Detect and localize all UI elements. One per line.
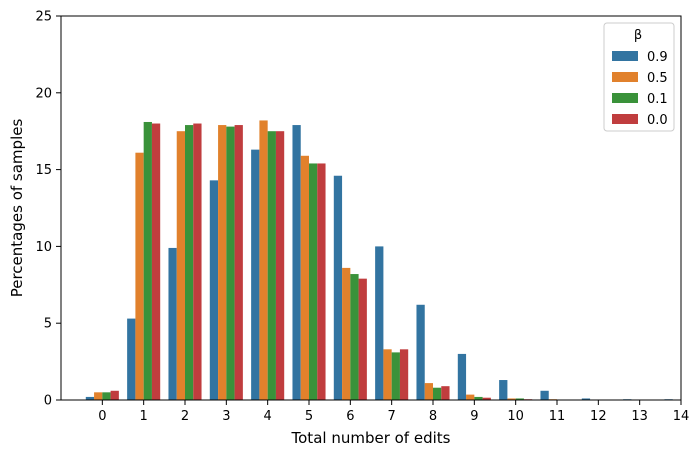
bar-0.1-5 — [309, 163, 318, 400]
bar-0.5-5 — [300, 155, 309, 400]
x-tick-label: 4 — [264, 409, 272, 424]
bar-0.0-9 — [482, 397, 491, 400]
bar-0.9-9 — [457, 353, 467, 400]
legend-title: β — [634, 28, 642, 43]
x-tick-label: 10 — [507, 409, 524, 424]
bar-0.9-6 — [333, 175, 343, 400]
bar-0.5-3 — [218, 125, 227, 400]
bar-0.0-0 — [110, 390, 119, 400]
legend-swatch-0.9 — [612, 51, 638, 61]
x-tick-label: 8 — [429, 409, 437, 424]
bar-0.1-3 — [226, 126, 235, 400]
plot-frame — [60, 15, 682, 401]
y-tick-label: 15 — [35, 163, 52, 178]
legend-label-0.0: 0.0 — [647, 113, 668, 128]
legend: β 0.9 0.5 0.1 0.0 — [603, 22, 675, 132]
bar-0.9-12 — [581, 398, 591, 400]
x-tick-label: 3 — [222, 409, 230, 424]
bar-0.9-4 — [251, 149, 260, 400]
bar-0.1-1 — [143, 121, 152, 400]
bars-group — [85, 120, 673, 401]
bar-0.5-6 — [342, 267, 351, 400]
y-tick-label: 5 — [44, 317, 52, 332]
y-tick-label: 25 — [35, 10, 52, 25]
bar-0.0-1 — [151, 123, 161, 401]
bar-0.1-10 — [515, 398, 524, 400]
x-tick-label: 9 — [470, 409, 478, 424]
bar-0.5-10 — [507, 398, 516, 400]
legend-box — [603, 22, 675, 132]
x-tick-label: 6 — [346, 409, 354, 424]
legend-label-0.9: 0.9 — [647, 50, 668, 65]
y-axis: 0 5 10 15 20 25 — [35, 10, 61, 409]
bar-0.5-8 — [424, 383, 433, 400]
legend-swatch-0.0 — [612, 114, 638, 124]
bar-0.9-1 — [127, 318, 136, 400]
bar-0.5-0 — [94, 392, 103, 400]
bar-0.5-7 — [383, 349, 392, 400]
legend-swatch-0.1 — [612, 93, 638, 103]
bar-0.0-6 — [358, 278, 367, 400]
x-tick-label: 12 — [590, 409, 607, 424]
bar-0.9-10 — [499, 380, 508, 400]
x-axis: 0 1 2 3 4 5 6 7 8 9 10 11 12 13 14 — [98, 400, 689, 424]
bar-0.9-11 — [540, 390, 549, 400]
x-tick-label: 11 — [549, 409, 566, 424]
bar-0.1-7 — [391, 352, 400, 400]
x-tick-label: 2 — [181, 409, 189, 424]
bar-0.1-2 — [185, 125, 194, 400]
bar-0.0-5 — [317, 163, 326, 400]
bar-0.9-8 — [416, 304, 425, 400]
bar-0.9-0 — [85, 396, 95, 400]
bar-0.5-4 — [259, 120, 268, 400]
bar-0.9-5 — [292, 125, 301, 400]
x-axis-label: Total number of edits — [291, 429, 451, 447]
bar-0.1-8 — [433, 387, 442, 400]
y-tick-label: 10 — [35, 240, 52, 255]
legend-label-0.1: 0.1 — [647, 92, 668, 107]
bar-0.1-4 — [267, 131, 276, 400]
bar-0.0-2 — [193, 123, 202, 401]
bar-0.9-7 — [375, 246, 384, 400]
x-tick-label: 13 — [631, 409, 648, 424]
bar-0.5-2 — [176, 131, 185, 400]
y-tick-label: 20 — [35, 86, 52, 101]
bar-0.9-2 — [168, 247, 177, 400]
y-axis-label: Percentages of samples — [8, 119, 26, 298]
x-tick-label: 5 — [305, 409, 313, 424]
bar-0.1-6 — [350, 274, 359, 400]
x-tick-label: 1 — [140, 409, 148, 424]
x-tick-label: 0 — [98, 409, 106, 424]
bar-0.0-3 — [234, 125, 243, 400]
bar-0.5-1 — [135, 152, 144, 400]
legend-swatch-0.5 — [612, 72, 638, 82]
x-tick-label: 14 — [673, 409, 690, 424]
bar-0.1-0 — [102, 392, 111, 400]
bar-0.0-4 — [275, 131, 285, 400]
y-tick-label: 0 — [44, 394, 52, 409]
bar-0.1-9 — [474, 396, 483, 400]
legend-label-0.5: 0.5 — [647, 71, 668, 86]
bar-0.9-3 — [209, 180, 219, 400]
bar-0.0-8 — [441, 386, 450, 400]
bar-0.5-9 — [466, 394, 475, 400]
x-tick-label: 7 — [388, 409, 396, 424]
bar-0.0-7 — [399, 349, 409, 400]
